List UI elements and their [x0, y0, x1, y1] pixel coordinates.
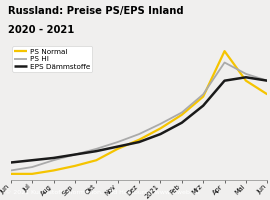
EPS Dämmstoffe [244, 76, 248, 78]
PS HI [180, 111, 183, 114]
EPS Dämmstoffe [223, 79, 226, 82]
Line: PS HI: PS HI [11, 62, 267, 170]
EPS Dämmstoffe [137, 141, 141, 143]
PS HI [266, 79, 269, 82]
PS HI [159, 123, 162, 125]
EPS Dämmstoffe [73, 153, 77, 156]
EPS Dämmstoffe [52, 157, 55, 159]
Legend: PS Normal, PS HI, EPS Dämmstoffe: PS Normal, PS HI, EPS Dämmstoffe [12, 46, 92, 72]
PS HI [201, 93, 205, 96]
PS HI [95, 148, 98, 150]
PS Normal [244, 79, 248, 82]
PS Normal [137, 139, 141, 141]
PS Normal [159, 127, 162, 130]
PS Normal [180, 114, 183, 116]
EPS Dämmstoffe [201, 104, 205, 107]
EPS Dämmstoffe [116, 145, 119, 148]
PS HI [137, 133, 141, 135]
PS Normal [9, 173, 12, 175]
PS Normal [266, 93, 269, 96]
PS Normal [201, 95, 205, 98]
PS Normal [73, 165, 77, 167]
Line: EPS Dämmstoffe: EPS Dämmstoffe [11, 77, 267, 162]
PS Normal [31, 173, 34, 175]
PS HI [116, 141, 119, 143]
Line: PS Normal: PS Normal [11, 51, 267, 174]
EPS Dämmstoffe [95, 150, 98, 152]
PS Normal [95, 159, 98, 161]
PS Normal [52, 169, 55, 172]
PS Normal [223, 50, 226, 52]
Text: 2020 - 2021: 2020 - 2021 [8, 25, 75, 35]
EPS Dämmstoffe [31, 159, 34, 161]
EPS Dämmstoffe [180, 122, 183, 124]
PS HI [31, 166, 34, 168]
EPS Dämmstoffe [159, 133, 162, 135]
PS HI [9, 169, 12, 172]
PS Normal [116, 148, 119, 150]
PS HI [223, 61, 226, 64]
PS HI [73, 153, 77, 156]
EPS Dämmstoffe [266, 79, 269, 82]
PS HI [52, 159, 55, 161]
Text: Russland: Preise PS/EPS Inland: Russland: Preise PS/EPS Inland [8, 6, 184, 16]
EPS Dämmstoffe [9, 161, 12, 164]
Text: © 2021 Kunststoff Information, Bad Homburg - www.kiweb.de: © 2021 Kunststoff Information, Bad Hombu… [5, 189, 200, 195]
PS HI [244, 73, 248, 75]
